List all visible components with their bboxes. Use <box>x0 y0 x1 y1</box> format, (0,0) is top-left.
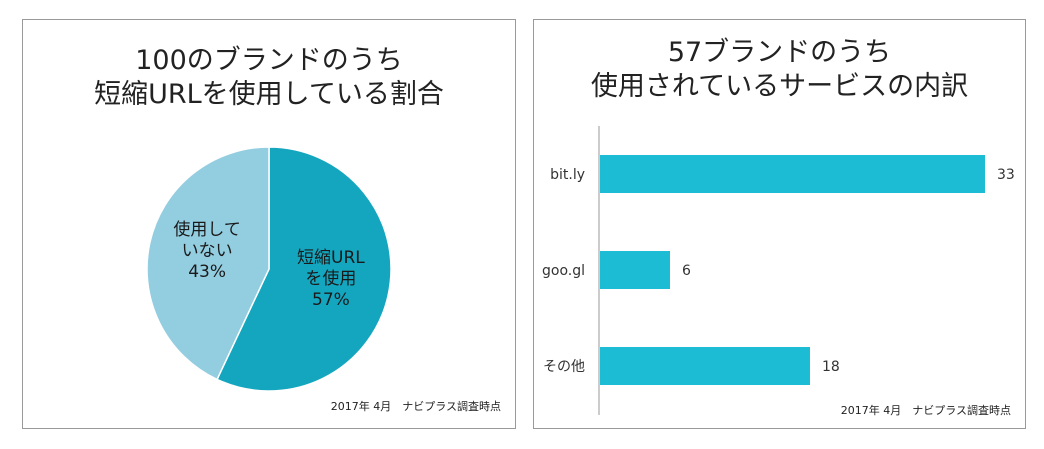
bar-category-label: goo.gl <box>542 263 585 279</box>
bar-value-label: 6 <box>682 263 691 279</box>
bar-chart-panel: 57ブランドのうち 使用されているサービスの内訳 bit.ly 33 goo.gl 6… <box>533 19 1026 429</box>
bar-chart-title: 57ブランドのうち 使用されているサービスの内訳 <box>534 36 1025 104</box>
bar-category-label: bit.ly <box>550 167 585 183</box>
bar-1 <box>600 251 670 289</box>
pie-slice <box>146 146 270 381</box>
pie-title-line-1: 100のブランドのうち <box>135 45 403 76</box>
bar-title-line-2: 使用されているサービスの内訳 <box>590 71 969 102</box>
bar-chart-source-note: 2017年 4月 ナビプラス調査時点 <box>840 404 1011 417</box>
bar-value-label: 33 <box>997 167 1015 183</box>
pie-title-line-2: 短縮URLを使用している割合 <box>94 79 444 110</box>
bar-2 <box>600 347 810 385</box>
pie-slice-label: 使用していない 43% <box>173 219 241 282</box>
pie-chart-source-note: 2017年 4月 ナビプラス調査時点 <box>330 400 501 413</box>
pie-chart-title: 100のブランドのうち 短縮URLを使用している割合 <box>23 44 515 112</box>
pie-chart-panel: 100のブランドのうち 短縮URLを使用している割合 短縮URL を使用 57% 使用… <box>22 19 516 429</box>
pie-slice <box>216 146 392 392</box>
pie-slice-label: 短縮URL を使用 57% <box>297 248 365 310</box>
bar-category-label: その他 <box>543 359 585 375</box>
pie-chart: 短縮URL を使用 57% 使用していない 43% <box>146 146 392 392</box>
bar-0 <box>600 155 985 193</box>
bar-value-label: 18 <box>822 359 840 375</box>
bar-title-line-1: 57ブランドのうち <box>667 37 892 68</box>
bar-chart: bit.ly 33 goo.gl 6 その他 18 <box>542 126 1015 415</box>
